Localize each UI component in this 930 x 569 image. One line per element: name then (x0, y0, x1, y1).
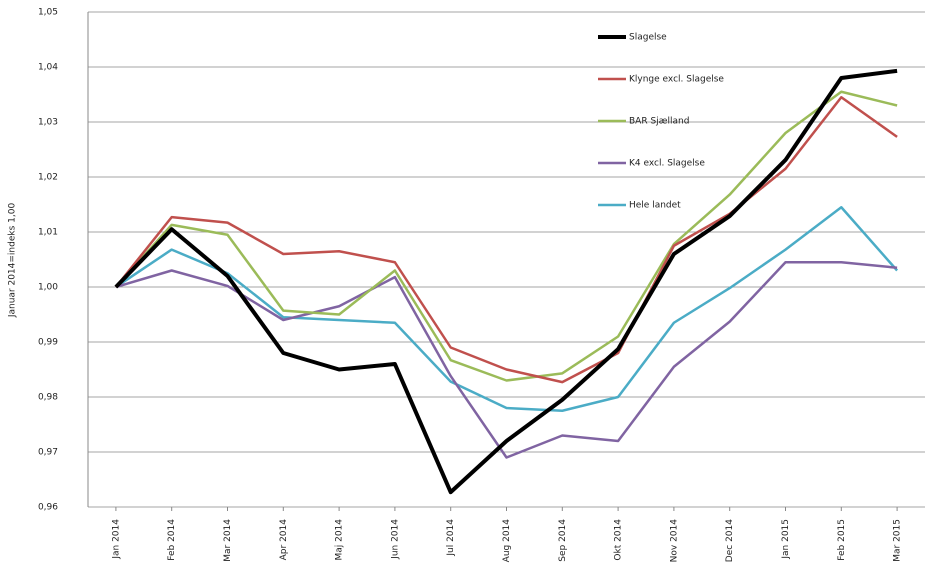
y-tick-label: 1,02 (38, 173, 58, 183)
x-tick-label: Nov 2014 (669, 519, 679, 563)
x-tick-label: Mar 2015 (893, 519, 903, 562)
y-tick-label: 0,99 (38, 338, 58, 348)
y-tick-label: 1,01 (38, 228, 58, 238)
y-tick-label: 0,97 (38, 448, 58, 458)
x-tick-label: Aug 2014 (502, 519, 512, 563)
y-tick-label: 1,03 (38, 118, 58, 128)
x-tick-label: Okt 2014 (614, 519, 624, 561)
series-line (115, 206, 899, 412)
y-tick-label: 1,00 (38, 283, 58, 293)
y-tick-label: 1,05 (38, 8, 58, 18)
x-tick-label: Jan 2014 (111, 519, 121, 560)
x-tick-label: Dec 2014 (725, 519, 735, 562)
series-line (115, 261, 898, 459)
x-tick-label: Jul 2014 (446, 519, 456, 557)
x-tick-label: Apr 2014 (279, 519, 289, 561)
x-tick-label: Jun 2014 (390, 519, 400, 560)
legend-label: Slagelse (629, 33, 667, 43)
x-tick-label: Feb 2015 (837, 519, 847, 561)
series-line (114, 96, 898, 384)
legend-label: Klynge excl. Slagelse (629, 75, 724, 85)
legend-label: K4 excl. Slagelse (629, 159, 705, 169)
legend-label: Hele landet (629, 201, 681, 211)
x-tick-label: Sep 2014 (558, 519, 568, 562)
x-tick-label: Mar 2014 (223, 519, 233, 562)
x-tick-label: Jan 2015 (781, 519, 791, 560)
y-tick-label: 0,98 (38, 393, 58, 403)
y-tick-label: 1,04 (38, 63, 58, 73)
x-tick-label: Feb 2014 (167, 519, 177, 561)
series-line (114, 68, 898, 495)
legend-label: BAR Sjælland (629, 117, 689, 127)
y-axis-title: Januar 2014=indeks 1,00 (8, 203, 18, 319)
y-tick-label: 0,96 (38, 503, 58, 513)
x-tick-label: Maj 2014 (335, 519, 345, 561)
series-line (114, 90, 898, 382)
